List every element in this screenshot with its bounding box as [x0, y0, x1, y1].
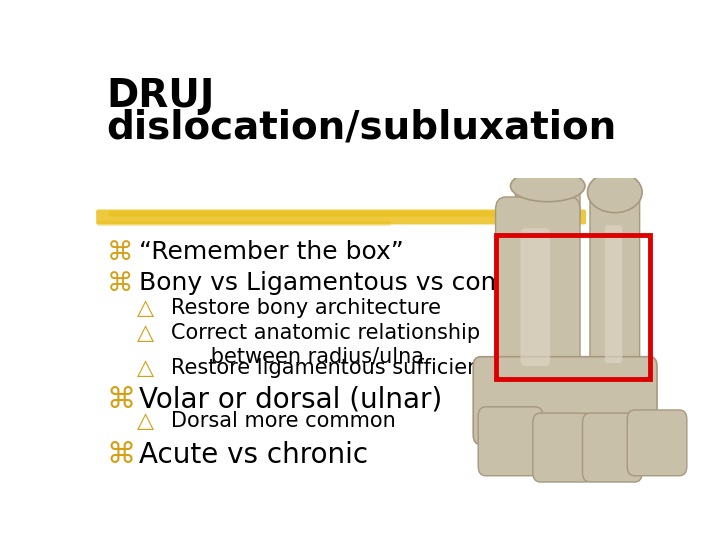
Text: “Remember the box”: “Remember the box” [139, 240, 404, 264]
FancyBboxPatch shape [627, 410, 687, 476]
FancyBboxPatch shape [582, 413, 642, 482]
FancyBboxPatch shape [473, 357, 657, 444]
Text: ⌘: ⌘ [107, 240, 133, 266]
Text: Restore bony architecture: Restore bony architecture [171, 298, 441, 318]
Text: Dorsal more common: Dorsal more common [171, 411, 396, 431]
FancyBboxPatch shape [516, 172, 580, 222]
Bar [495, 234, 649, 379]
Text: 38: 38 [616, 460, 631, 473]
FancyBboxPatch shape [521, 228, 550, 366]
FancyBboxPatch shape [97, 221, 391, 226]
FancyBboxPatch shape [109, 211, 509, 217]
Text: Volar or dorsal (ulnar): Volar or dorsal (ulnar) [139, 386, 442, 414]
Text: Correct anatomic relationship
      between radius/ulna: Correct anatomic relationship between ra… [171, 323, 480, 367]
Text: ⌘: ⌘ [107, 386, 136, 414]
Ellipse shape [588, 172, 642, 213]
Text: ⌘: ⌘ [107, 272, 133, 298]
FancyBboxPatch shape [495, 197, 580, 385]
Text: △: △ [138, 323, 155, 343]
Text: DRUJ: DRUJ [107, 77, 215, 115]
Text: Bony vs Ligamentous vs combined: Bony vs Ligamentous vs combined [139, 272, 575, 295]
Text: △: △ [138, 411, 155, 431]
FancyBboxPatch shape [96, 210, 586, 225]
FancyBboxPatch shape [605, 225, 622, 363]
FancyBboxPatch shape [590, 183, 639, 382]
Text: Restore ligamentous sufficiency: Restore ligamentous sufficiency [171, 358, 504, 378]
FancyBboxPatch shape [533, 413, 593, 482]
Text: Acute vs chronic: Acute vs chronic [139, 441, 368, 469]
Ellipse shape [510, 170, 585, 202]
Text: △: △ [138, 298, 155, 318]
FancyBboxPatch shape [478, 407, 543, 476]
Text: △: △ [138, 358, 155, 378]
Text: dislocation/subluxation: dislocation/subluxation [107, 109, 617, 146]
Text: ⌘: ⌘ [107, 441, 136, 469]
